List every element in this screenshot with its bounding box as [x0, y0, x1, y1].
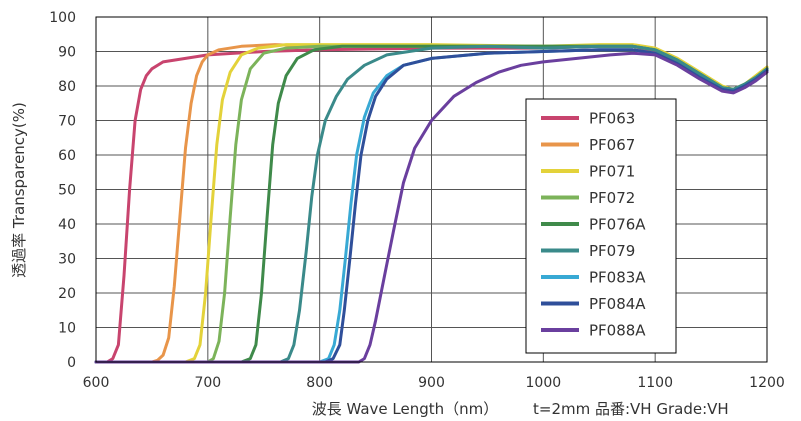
- legend-label-pf072: PF072: [589, 189, 635, 207]
- legend-label-pf063: PF063: [589, 110, 635, 128]
- x-tick-label: 1200: [749, 375, 785, 391]
- legend-label-pf083a: PF083A: [589, 269, 646, 287]
- x-axis-title: 波長 Wave Length（nm）: [312, 400, 499, 418]
- y-tick-label: 90: [58, 45, 76, 61]
- x-tick-label: 900: [418, 375, 445, 391]
- series-line-pf088a: [94, 51, 769, 364]
- grade-note: t=2mm 品番:VH Grade:VH: [533, 400, 729, 418]
- legend-label-pf071: PF071: [589, 163, 635, 181]
- y-tick-label: 60: [58, 148, 76, 164]
- legend-label-pf076a: PF076A: [589, 216, 646, 234]
- y-tick-label: 10: [58, 321, 76, 337]
- y-tick-label: 80: [58, 79, 76, 95]
- y-tick-label: 30: [58, 252, 76, 268]
- x-tick-labels: 600 700 800 900 1000 1100 1200: [83, 375, 785, 391]
- y-tick-label: 100: [49, 10, 76, 26]
- x-tick-label: 600: [83, 375, 110, 391]
- legend-label-pf067: PF067: [589, 136, 635, 154]
- y-tick-label: 20: [58, 286, 76, 302]
- legend: PF063 PF067 PF071 PF072 PF076A PF079 PF083A PF0…: [525, 98, 677, 354]
- plot-frame: [95, 16, 768, 363]
- series-line-pf084a: [94, 48, 769, 364]
- x-tick-label: 800: [306, 375, 333, 391]
- series-layer: [94, 43, 769, 364]
- x-tick-label: 1100: [637, 375, 673, 391]
- legend-label-pf088a: PF088A: [589, 322, 646, 340]
- y-axis-title: 透過率 Transparency(%): [10, 102, 28, 278]
- y-tick-labels: 0 10 20 30 40 50 60 70 80 90 100: [49, 10, 76, 371]
- y-tick-label: 40: [58, 217, 76, 233]
- x-tick-label: 1000: [526, 375, 562, 391]
- y-tick-label: 0: [67, 355, 76, 371]
- y-tick-label: 50: [58, 183, 76, 199]
- series-line-pf079: [94, 44, 769, 364]
- y-tick-label: 70: [58, 114, 76, 130]
- x-tick-label: 700: [194, 375, 221, 391]
- legend-label-pf084a: PF084A: [589, 295, 646, 313]
- legend-label-pf079: PF079: [589, 242, 635, 260]
